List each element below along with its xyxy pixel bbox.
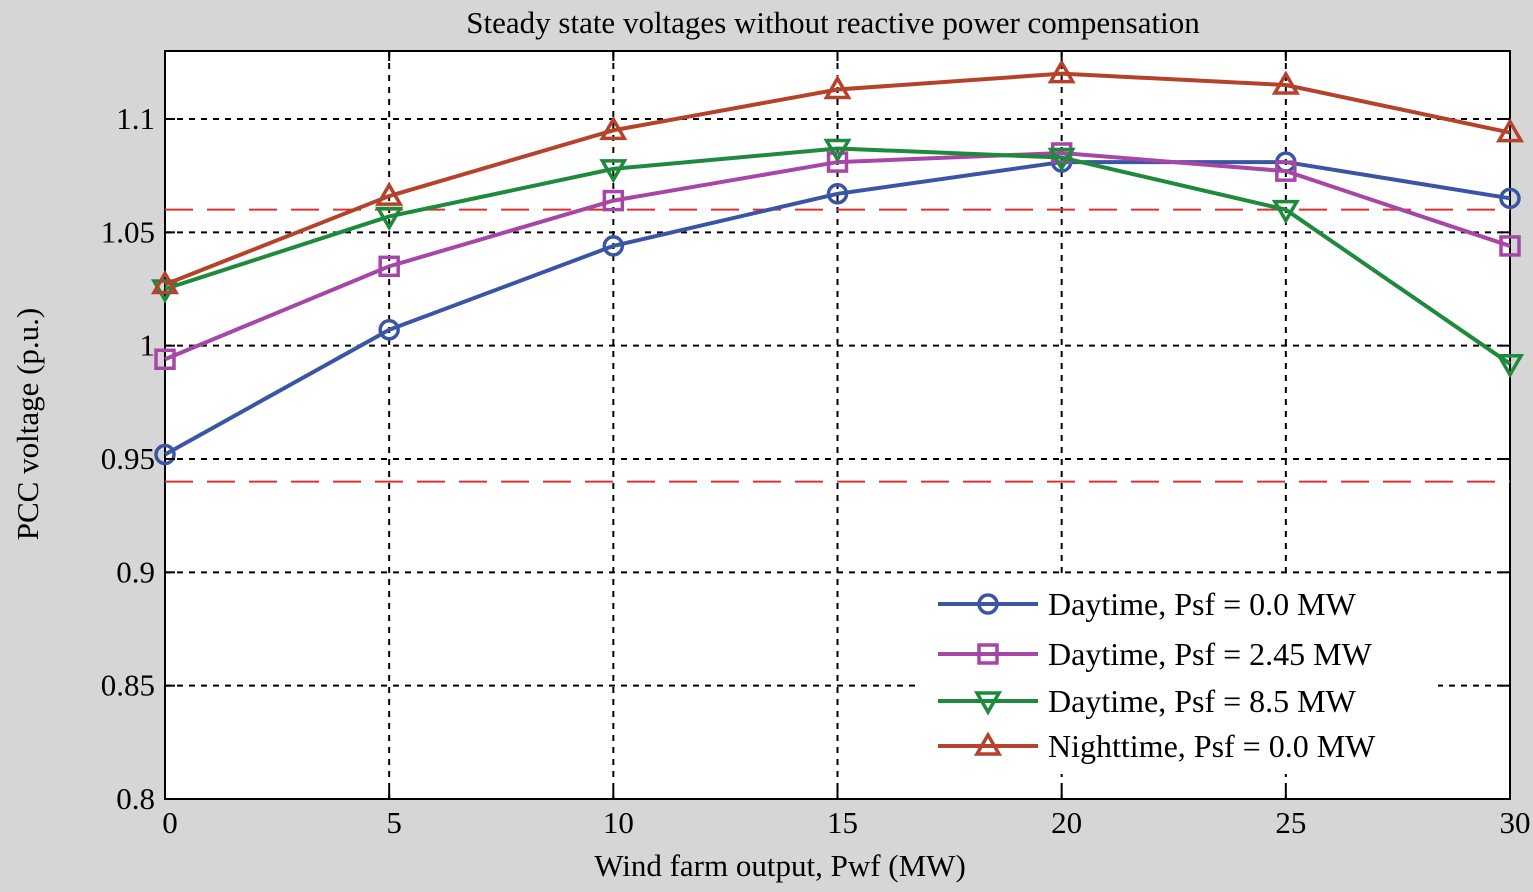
data-point [599,115,628,141]
data-point [154,348,176,371]
y-tick-label: 0.8 [116,781,155,816]
series-line [164,146,1512,366]
data-series [150,59,1525,466]
x-tick-label: 25 [1275,805,1306,840]
legend-swatch-marker [973,691,1003,716]
y-tick-label: 1 [140,328,156,363]
data-point [378,319,400,341]
legend-swatch-marker [977,593,999,615]
x-tick-label: 5 [386,805,402,840]
series-line [164,71,1511,287]
data-point [150,269,180,295]
data-point [375,206,404,231]
chart-title: Steady state voltages without reactive p… [466,5,1200,40]
data-point [1047,147,1076,173]
data-point [1271,70,1300,95]
data-point [1495,354,1525,379]
legend-box [918,578,1438,774]
data-point [826,183,849,205]
legend-item-2: Daytime, Psf = 2.45 MW [938,636,1373,672]
y-tick-label: 0.95 [101,441,155,476]
legend-label: Daytime, Psf = 2.45 MW [1048,636,1373,672]
data-point [1271,199,1300,225]
legend-swatch-marker [977,643,999,665]
y-axis-ticks: 0.8 0.85 0.9 0.95 1 1.05 1.1 [101,101,1510,816]
x-tick-label: 20 [1051,805,1082,840]
data-point [826,151,849,173]
data-point [1047,59,1076,84]
legend-label: Nighttime, Psf = 0.0 MW [1048,728,1376,764]
legend-item-4: Nighttime, Psf = 0.0 MW [938,728,1376,764]
x-axis-label: Wind farm output, Pwf (MW) [594,848,966,883]
data-point [1275,160,1297,182]
data-point [823,138,852,163]
data-point [1499,187,1521,210]
grid-lines [165,51,1510,799]
legend-swatch-marker [973,731,1003,756]
y-tick-label: 0.9 [116,554,155,589]
x-tick-label: 15 [827,805,858,840]
y-tick-label: 1.05 [101,214,155,249]
data-point [1495,118,1525,143]
y-axis-label: PCC voltage (p.u.) [10,308,45,541]
legend-item-1: Daytime, Psf = 0.0 MW [938,586,1357,622]
data-point [823,75,852,100]
x-tick-label: 30 [1500,805,1531,840]
series-4 [150,59,1525,295]
x-tick-label: 10 [603,805,634,840]
data-point [154,443,176,466]
series-3 [150,138,1525,379]
data-point [602,189,625,212]
x-tick-label: 0 [162,805,178,840]
data-point [375,181,404,206]
data-point [378,255,400,278]
legend: Daytime, Psf = 0.0 MW Daytime, Psf = 2.45… [918,578,1438,774]
legend-label: Daytime, Psf = 0.0 MW [1048,586,1357,622]
legend-item-3: Daytime, Psf = 8.5 MW [938,683,1357,719]
y-tick-label: 0.85 [101,668,155,703]
data-point [150,279,180,304]
data-point [599,159,628,184]
data-point [1499,235,1521,257]
x-axis-ticks: 0 5 10 15 20 25 30 [162,51,1531,840]
y-tick-label: 1.1 [116,101,155,136]
legend-label: Daytime, Psf = 8.5 MW [1048,683,1357,719]
data-point [602,235,625,257]
